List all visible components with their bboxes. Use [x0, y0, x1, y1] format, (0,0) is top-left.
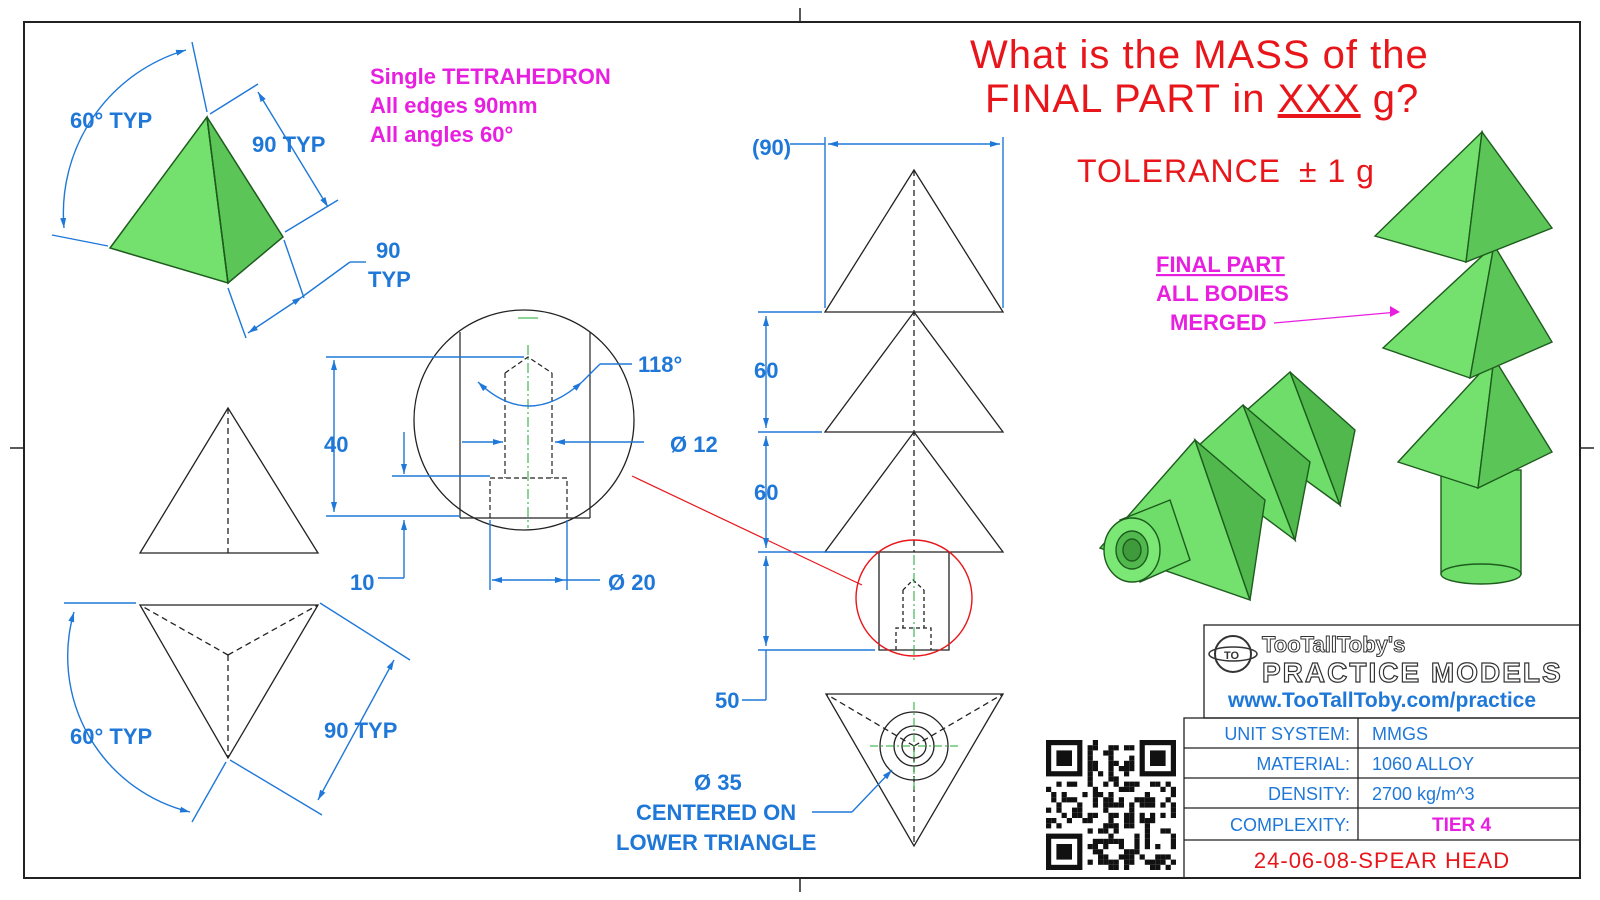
question-line2: FINAL PART in XXX g?: [985, 77, 1419, 121]
hole-dia-label: Ø 12: [670, 432, 718, 457]
tolerance-value: ± 1 g: [1299, 153, 1375, 189]
complexity-label: COMPLEXITY:: [1230, 815, 1350, 835]
material-value: 1060 ALLOY: [1372, 754, 1474, 774]
question-line1: What is the MASS of the: [970, 33, 1429, 77]
spear-front-view: [823, 168, 1005, 651]
spacing-label-3: 50: [715, 688, 739, 713]
part-name: 24-06-08-SPEAR HEAD: [1254, 848, 1510, 873]
density-label: DENSITY:: [1268, 784, 1350, 804]
cyl-note-2: LOWER TRIANGLE: [616, 830, 816, 855]
final-part-iso-lying: [1098, 370, 1356, 602]
spacing-label-2: 60: [754, 480, 778, 505]
material-label: MATERIAL:: [1256, 754, 1350, 774]
detail-dimensions: [326, 356, 644, 590]
density-value: 2700 kg/m^3: [1372, 784, 1475, 804]
final-part-note-line1: FINAL PART: [1156, 252, 1285, 277]
detail-view-circle: [413, 309, 635, 531]
cbore-dia-label: Ø 20: [608, 570, 656, 595]
angle-top-label: 60° TYP: [70, 108, 152, 133]
cbore-depth-label: 10: [350, 570, 374, 595]
tetra-top-view: [138, 604, 320, 760]
unit-system-value: MMGS: [1372, 724, 1428, 744]
spacing-label-1: 60: [754, 358, 778, 383]
spear-front-dimensions: [742, 137, 1004, 701]
width-ref-label: (90): [752, 135, 791, 160]
tetra-front-view: [138, 406, 320, 554]
tetra-top-dimensions: [64, 602, 411, 823]
cyl-note-1: CENTERED ON: [636, 800, 796, 825]
ttt-logo-icon: TO: [1208, 635, 1258, 673]
edge-side-label-2: TYP: [368, 267, 411, 292]
tetra-iso-dimensions: [51, 41, 366, 339]
drill-angle-label: 118°: [638, 352, 682, 377]
hole-depth-label: 40: [324, 432, 348, 457]
unit-system-label: UNIT SYSTEM:: [1224, 724, 1350, 744]
svg-text:TO: TO: [1224, 650, 1240, 662]
final-part-note-line2: ALL BODIES: [1156, 281, 1289, 306]
edge-top-label: 90 TYP: [252, 132, 325, 157]
angle-bottom-label: 60° TYP: [70, 724, 152, 749]
final-part-iso-standing: [1373, 130, 1554, 585]
final-part-note-line3: MERGED: [1170, 310, 1267, 335]
logo-line2: PRACTICE MODELS: [1262, 657, 1563, 688]
tetra-note-line1: Single TETRAHEDRON: [370, 64, 611, 89]
tetra-note-line3: All angles 60°: [370, 122, 513, 147]
edge-side-label-1: 90: [376, 238, 400, 263]
qr-code-icon: [1046, 740, 1176, 870]
complexity-value: TIER 4: [1432, 815, 1492, 836]
tolerance-label: TOLERANCE ± 1 g: [1077, 153, 1375, 189]
detail-callout-circle: [855, 539, 973, 657]
final-part-leader: [1273, 311, 1399, 324]
edge-bottom-label: 90 TYP: [324, 718, 397, 743]
title-block: [1183, 624, 1581, 879]
logo-line1: TooTallToby's: [1262, 632, 1405, 657]
question-underlined: XXX: [1278, 77, 1361, 121]
tetra-note-line2: All edges 90mm: [370, 93, 538, 118]
cyl-dia-label: Ø 35: [694, 770, 742, 795]
practice-url: www.TooTallToby.com/practice: [1227, 689, 1536, 712]
sheet-border: [23, 21, 1581, 879]
